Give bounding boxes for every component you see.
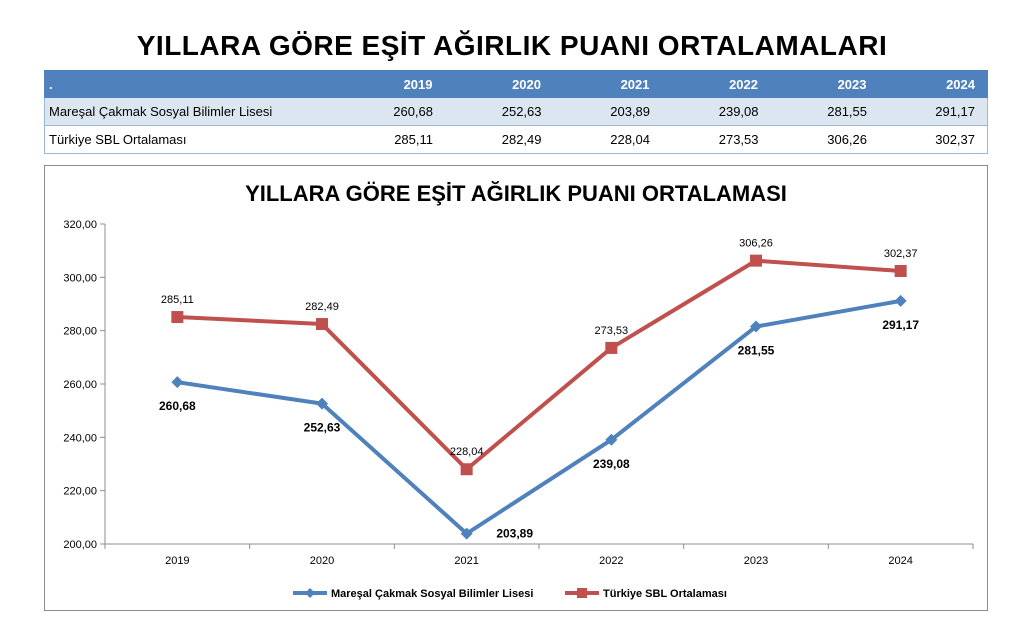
- data-point-diamond: [316, 397, 328, 410]
- data-point-diamond: [171, 376, 184, 389]
- table-header-year: 2024: [878, 70, 988, 98]
- chart-frame: YILLARA GÖRE EŞİT AĞIRLIK PUANI ORTALAMA…: [44, 165, 988, 611]
- y-tick-label: 260,00: [63, 379, 97, 391]
- table-cell: 291,17: [879, 97, 988, 126]
- data-label: 302,37: [884, 248, 918, 260]
- legend-label: Türkiye SBL Ortalaması: [603, 588, 727, 600]
- table-header-year: 2019: [336, 70, 446, 98]
- data-label: 228,04: [450, 446, 484, 458]
- data-label: 203,89: [496, 527, 533, 541]
- table-corner-cell: .: [44, 70, 337, 98]
- y-tick-label: 320,00: [63, 219, 97, 231]
- table-row: Türkiye SBL Ortalaması 285,11 282,49 228…: [44, 125, 988, 154]
- table-cell: 273,53: [662, 125, 771, 154]
- x-tick-label: 2024: [888, 555, 912, 567]
- table-row: Mareşal Çakmak Sosyal Bilimler Lisesi 26…: [44, 97, 988, 126]
- table-cell: 306,26: [770, 125, 879, 154]
- y-tick-label: 280,00: [63, 326, 97, 338]
- table-cell: 302,37: [879, 125, 988, 154]
- data-label: 281,55: [738, 344, 775, 358]
- table-header-row: . 2019 2020 2021 2022 2023 2024: [44, 70, 988, 98]
- data-point-square: [460, 463, 473, 476]
- legend-marker-diamond: [305, 588, 315, 598]
- data-point-square: [605, 341, 618, 354]
- line-chart: YILLARA GÖRE EŞİT AĞIRLIK PUANI ORTALAMA…: [63, 181, 974, 600]
- table-cell: 239,08: [662, 97, 771, 126]
- table-header-year: 2022: [661, 70, 771, 98]
- chart-title: YILLARA GÖRE EŞİT AĞIRLIK PUANI ORTALAMA…: [245, 181, 787, 206]
- data-label: 260,68: [159, 399, 196, 413]
- data-point-diamond: [750, 320, 762, 333]
- data-point-diamond: [605, 433, 618, 446]
- data-label: 282,49: [305, 301, 339, 313]
- table-header-year: 2020: [444, 70, 554, 98]
- data-label: 291,17: [882, 318, 919, 332]
- table-cell: 252,63: [445, 97, 554, 126]
- series-line-1: [177, 298, 902, 536]
- data-point-square: [750, 254, 762, 267]
- x-tick-label: 2020: [310, 555, 334, 567]
- x-tick-label: 2021: [454, 555, 478, 567]
- table-row-label: Mareşal Çakmak Sosyal Bilimler Lisesi: [44, 97, 337, 126]
- table-cell: 203,89: [553, 97, 662, 126]
- data-point-square: [894, 265, 907, 278]
- legend-label: Mareşal Çakmak Sosyal Bilimler Lisesi: [331, 588, 533, 600]
- x-tick-label: 2023: [744, 555, 768, 567]
- table-cell: 281,55: [770, 97, 879, 126]
- y-tick-label: 300,00: [63, 272, 97, 284]
- table-cell: 285,11: [336, 125, 445, 154]
- data-point-square: [316, 318, 328, 331]
- data-label: 273,53: [595, 325, 629, 337]
- y-tick-label: 240,00: [63, 432, 97, 444]
- data-label: 306,26: [739, 238, 773, 250]
- y-tick-label: 200,00: [63, 539, 97, 551]
- series-line-2: [177, 258, 901, 472]
- table-cell: 260,68: [336, 97, 445, 126]
- table-header-year: 2023: [770, 70, 880, 98]
- table-row-label: Türkiye SBL Ortalaması: [44, 125, 337, 154]
- table-cell: 228,04: [553, 125, 662, 154]
- data-label: 252,63: [304, 421, 341, 435]
- table-header-year: 2021: [553, 70, 663, 98]
- data-point-square: [171, 311, 184, 324]
- data-point-diamond: [894, 294, 907, 307]
- table-cell: 282,49: [445, 125, 554, 154]
- data-point-diamond: [460, 527, 473, 540]
- data-label: 285,11: [161, 294, 194, 306]
- data-label: 239,08: [593, 457, 630, 471]
- y-tick-label: 220,00: [63, 486, 97, 498]
- page-title: YILLARA GÖRE EŞİT AĞIRLIK PUANI ORTALAMA…: [136, 30, 888, 61]
- data-table: . 2019 2020 2021 2022 2023 2024 Mareşal …: [44, 70, 988, 154]
- legend-marker-square: [577, 588, 587, 598]
- x-tick-label: 2022: [599, 555, 623, 567]
- x-tick-label: 2019: [165, 555, 189, 567]
